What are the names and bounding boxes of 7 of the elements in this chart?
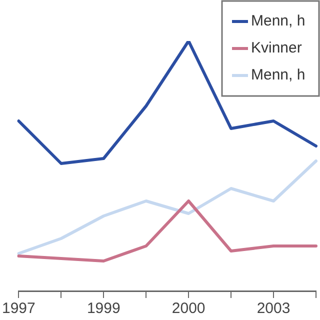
x-tick-label: 2003 bbox=[256, 300, 290, 318]
legend-label: Menn, h bbox=[251, 66, 306, 84]
legend-label: Menn, h bbox=[251, 12, 306, 30]
legend-label: Kvinner bbox=[251, 40, 302, 57]
x-tick-label: 1999 bbox=[86, 300, 120, 318]
x-tick-label: 2000 bbox=[172, 300, 206, 318]
x-tick-label: 1997 bbox=[2, 300, 36, 318]
